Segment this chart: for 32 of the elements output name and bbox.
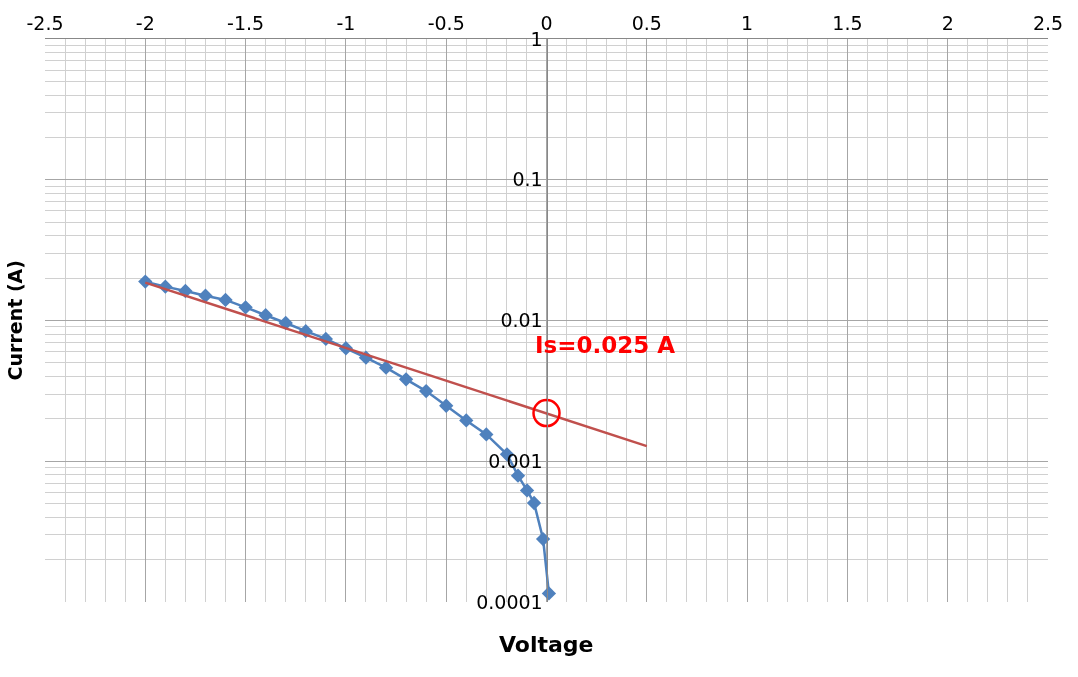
x-tick-label: 1	[741, 12, 754, 35]
point	[418, 383, 434, 399]
y-tick-label: 0.1	[512, 168, 543, 191]
x-tick-label: -1.5	[227, 12, 265, 35]
annotation: Is=0.025 A	[535, 332, 676, 358]
y-tick-label: 0.01	[500, 309, 543, 332]
x-tick-label: 0	[540, 12, 553, 35]
y-axis-title: Current (A)	[4, 260, 27, 381]
y-tick-label: 1	[530, 27, 543, 50]
x-tick-label: -2	[135, 12, 155, 35]
x-tick-label: 2	[941, 12, 954, 35]
x-tick-label: 1.5	[832, 12, 863, 35]
point	[479, 427, 494, 442]
y-tick-label: 0.0001	[476, 590, 543, 613]
x-tick-label: -1	[336, 12, 356, 35]
point	[459, 413, 474, 428]
x-tick-label: -2.5	[26, 12, 64, 35]
point	[535, 531, 551, 547]
point	[198, 288, 213, 303]
point	[510, 468, 526, 483]
point	[238, 300, 253, 315]
point	[519, 483, 535, 498]
point	[398, 372, 414, 387]
x-tick-label: 0.5	[631, 12, 662, 35]
x-axis-title: Voltage	[499, 632, 594, 657]
x-tick-label: 2.5	[1032, 12, 1064, 35]
point	[526, 495, 542, 511]
x-tick-label: -0.5	[427, 12, 465, 35]
point	[258, 308, 273, 323]
point	[439, 398, 454, 413]
point	[378, 360, 394, 375]
point	[218, 292, 233, 308]
